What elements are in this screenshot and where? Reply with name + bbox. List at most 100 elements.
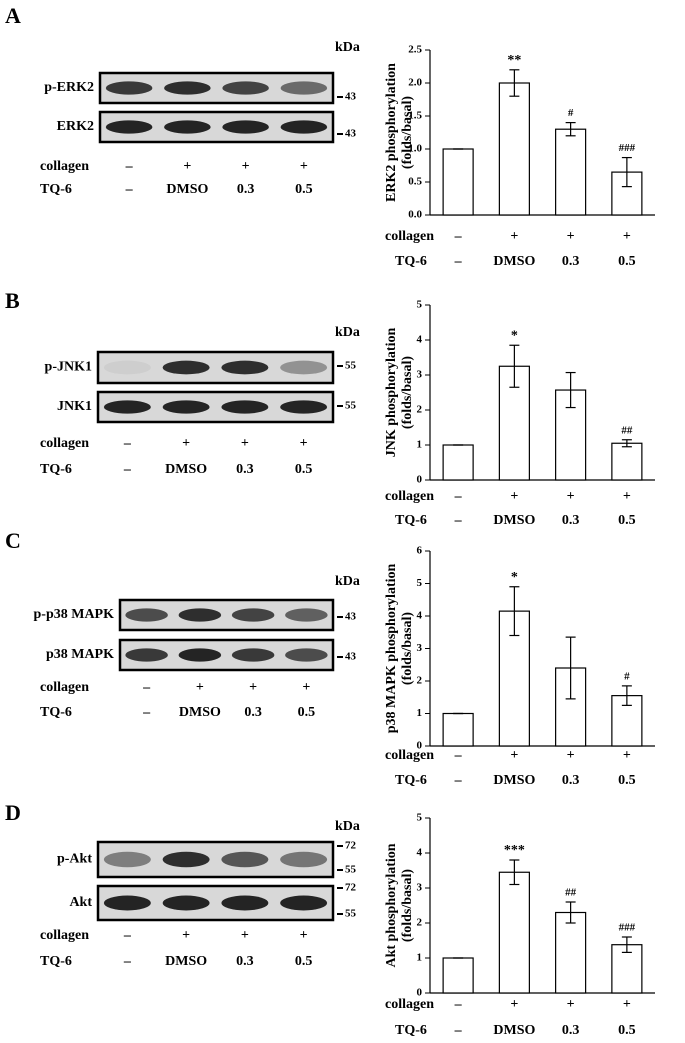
condition-label: – <box>125 182 134 197</box>
y-tick-label: 2 <box>417 917 423 929</box>
blot-row-label: JNK1 <box>57 399 92 414</box>
category-row-name: TQ-6 <box>395 513 427 528</box>
blot-band <box>162 400 210 414</box>
y-tick-label: 3 <box>417 369 423 381</box>
condition-label: – <box>142 705 151 720</box>
blot-band <box>103 360 151 375</box>
blot-row-label: p-ERK2 <box>44 80 94 95</box>
significance-label: # <box>568 107 574 119</box>
blot-band <box>285 648 328 662</box>
blot-band <box>162 851 210 868</box>
condition-name: TQ-6 <box>40 182 72 197</box>
condition-name: collagen <box>40 159 89 174</box>
y-axis-label: (folds/basal) <box>400 612 415 685</box>
condition-label: DMSO <box>165 954 207 969</box>
blot-band <box>178 648 222 662</box>
y-tick-label: 1.0 <box>408 143 422 155</box>
x-tick-label: – <box>454 489 463 504</box>
panel-letter: C <box>5 528 21 553</box>
x-tick-label: 0.5 <box>618 513 636 528</box>
condition-label: DMSO <box>165 462 207 477</box>
blot-band <box>162 360 210 375</box>
blot-row-label: p-p38 MAPK <box>34 607 115 622</box>
condition-label: 0.5 <box>295 954 313 969</box>
y-tick-label: 3 <box>417 882 423 894</box>
blot-band <box>280 851 328 868</box>
y-axis-label: p38 MAPK phosphorylation <box>384 563 399 733</box>
condition-label: 0.3 <box>237 182 255 197</box>
condition-label: 0.3 <box>236 462 254 477</box>
y-tick-label: 5 <box>417 577 423 589</box>
y-tick-label: 2.0 <box>408 77 422 89</box>
y-tick-label: 5 <box>417 299 423 311</box>
x-tick-label: DMSO <box>493 513 535 528</box>
y-axis-label: (folds/basal) <box>400 869 415 942</box>
condition-label: + <box>241 928 249 943</box>
x-tick-label: – <box>454 229 463 244</box>
blot-band <box>103 851 151 868</box>
x-tick-label: 0.5 <box>618 773 636 788</box>
blot-band <box>178 608 222 622</box>
condition-name: TQ-6 <box>40 954 72 969</box>
y-tick-label: 5 <box>417 812 423 824</box>
significance-label: *** <box>504 843 525 858</box>
bar <box>442 148 474 216</box>
blot-band <box>280 400 328 414</box>
y-tick-label: 4 <box>417 610 423 622</box>
category-row-name: TQ-6 <box>395 1023 427 1038</box>
y-tick-label: 0 <box>417 987 423 999</box>
condition-label: + <box>300 436 308 451</box>
kda-label: kDa <box>335 574 360 589</box>
blot-row-label: p38 MAPK <box>46 647 114 662</box>
blot-row-label: p-JNK1 <box>45 360 92 375</box>
x-tick-label: – <box>454 748 463 763</box>
condition-name: TQ-6 <box>40 705 72 720</box>
significance-label: * <box>511 328 518 343</box>
condition-label: 0.5 <box>298 705 316 720</box>
y-axis-label: JNK phosphorylation <box>384 328 399 458</box>
y-tick-label: 0.0 <box>408 209 422 221</box>
y-tick-label: 1 <box>417 707 423 719</box>
blot-band <box>162 895 210 911</box>
x-tick-label: 0.3 <box>562 513 580 528</box>
significance-label: ### <box>619 922 636 934</box>
x-tick-label: 0.3 <box>562 254 580 269</box>
x-tick-label: + <box>567 748 575 763</box>
marker-label: 43 <box>345 128 357 140</box>
blot-frame <box>96 840 335 879</box>
bar <box>555 128 587 216</box>
category-row-name: TQ-6 <box>395 254 427 269</box>
kda-label: kDa <box>335 819 360 834</box>
category-row-name: TQ-6 <box>395 773 427 788</box>
bar <box>611 442 643 481</box>
condition-name: TQ-6 <box>40 462 72 477</box>
blot-band <box>164 120 211 134</box>
blot-row-label: ERK2 <box>57 119 94 134</box>
panel-letter: D <box>5 800 21 825</box>
bar <box>555 911 587 994</box>
blot-band <box>103 895 151 911</box>
condition-label: + <box>302 680 310 695</box>
condition-label: 0.3 <box>244 705 262 720</box>
blot-band <box>285 608 328 622</box>
significance-label: * <box>511 570 518 585</box>
condition-label: + <box>196 680 204 695</box>
blot-band <box>280 120 328 134</box>
condition-label: – <box>123 462 132 477</box>
bar <box>498 82 530 216</box>
condition-name: collagen <box>40 928 89 943</box>
blot-band <box>125 608 168 622</box>
x-tick-label: – <box>454 1023 463 1038</box>
category-row-name: collagen <box>385 229 434 244</box>
marker-label: 43 <box>345 611 357 623</box>
condition-label: – <box>123 954 132 969</box>
condition-name: collagen <box>40 436 89 451</box>
y-tick-label: 3 <box>417 642 423 654</box>
x-tick-label: + <box>510 997 518 1012</box>
condition-label: + <box>241 436 249 451</box>
kda-label: kDa <box>335 325 360 340</box>
x-tick-label: + <box>623 997 631 1012</box>
blot-band <box>221 851 269 868</box>
blot-band <box>231 648 275 662</box>
